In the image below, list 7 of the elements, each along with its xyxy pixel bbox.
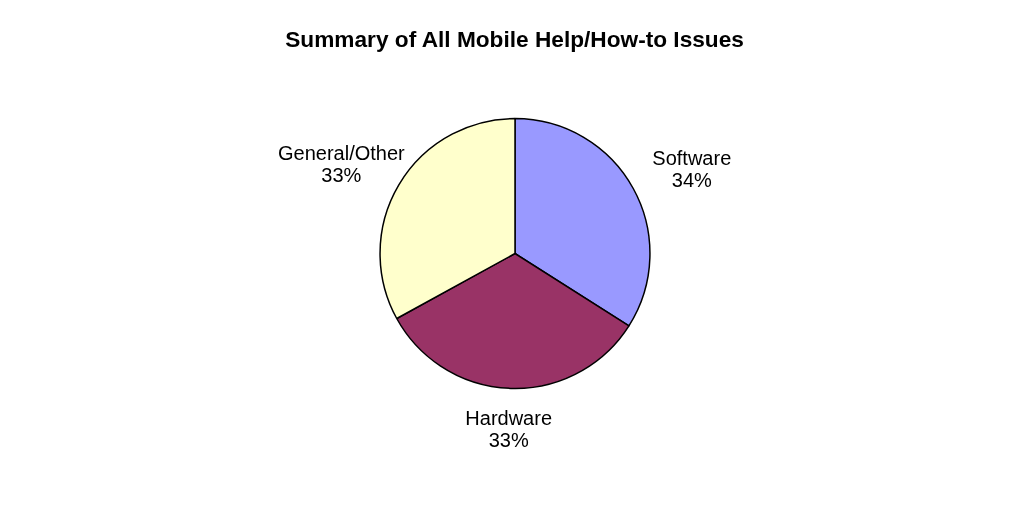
data-label: 33%: [488, 428, 529, 451]
slice-label: Hardware: [465, 406, 553, 429]
chart-title: Summary of All Mobile Help/How-to Issues: [285, 26, 744, 53]
data-label: 33%: [321, 164, 362, 187]
slice-label: Software: [652, 146, 732, 169]
data-label: 34%: [671, 168, 713, 191]
slice-label: General/Other: [277, 142, 406, 165]
